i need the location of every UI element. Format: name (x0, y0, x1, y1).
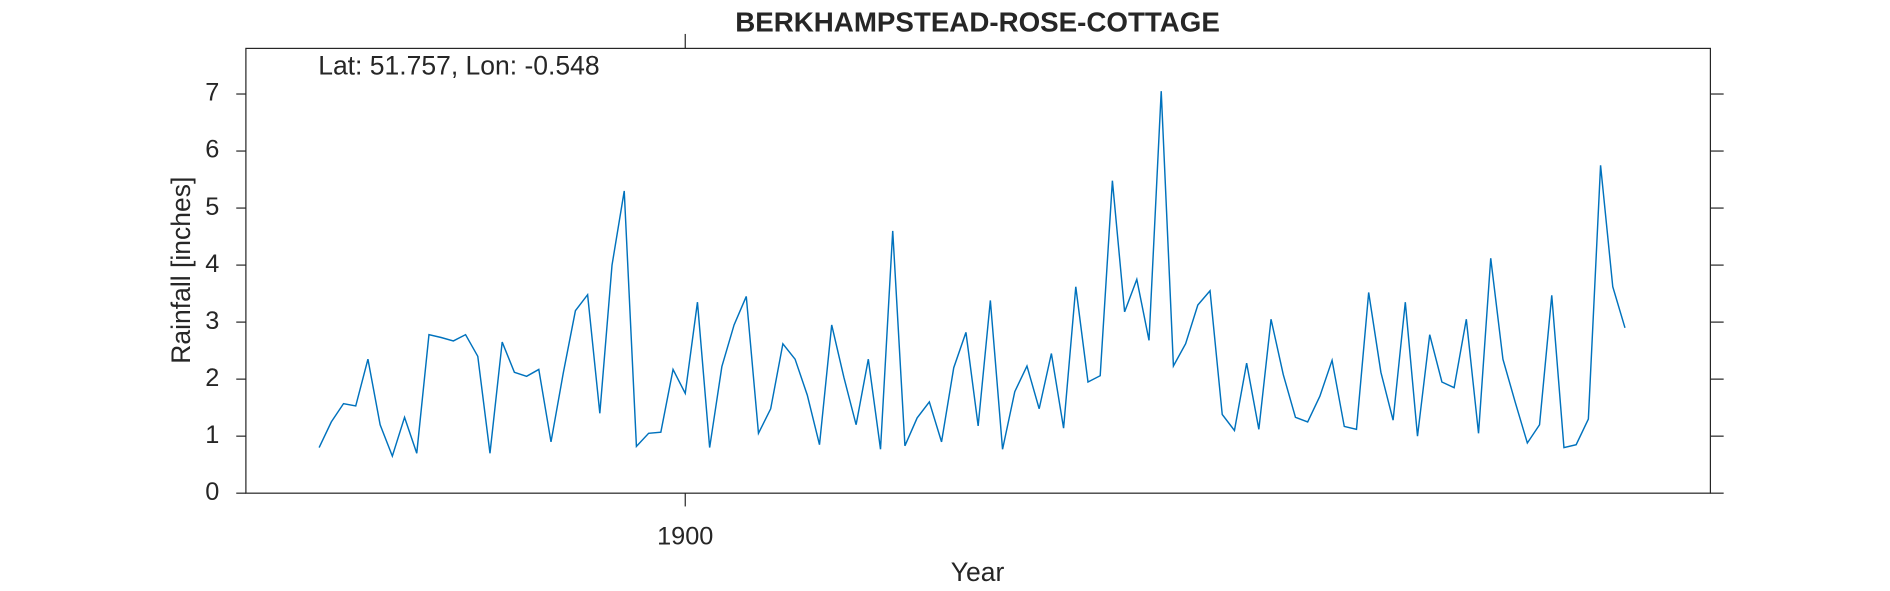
y-axis-label: Rainfall [inches] (166, 177, 196, 364)
y-tick-label: 1 (205, 421, 219, 449)
plot-box (245, 47, 1712, 494)
y-tick-label: 0 (205, 478, 219, 506)
x-tick-label: 1900 (657, 522, 713, 550)
annotation: Lat: 51.757, Lon: -0.548 (318, 51, 599, 81)
y-tick-label: 5 (205, 193, 219, 221)
y-tick-label: 3 (205, 307, 219, 335)
y-tick-label: 4 (205, 250, 219, 278)
x-axis-label: Year (951, 557, 1005, 587)
chart-title: BERKHAMPSTEAD-ROSE-COTTAGE (735, 7, 1220, 38)
y-tick-label: 6 (205, 136, 219, 164)
y-tick-label: 7 (205, 79, 219, 107)
y-tick-label: 2 (205, 364, 219, 392)
data-line (318, 91, 1626, 459)
